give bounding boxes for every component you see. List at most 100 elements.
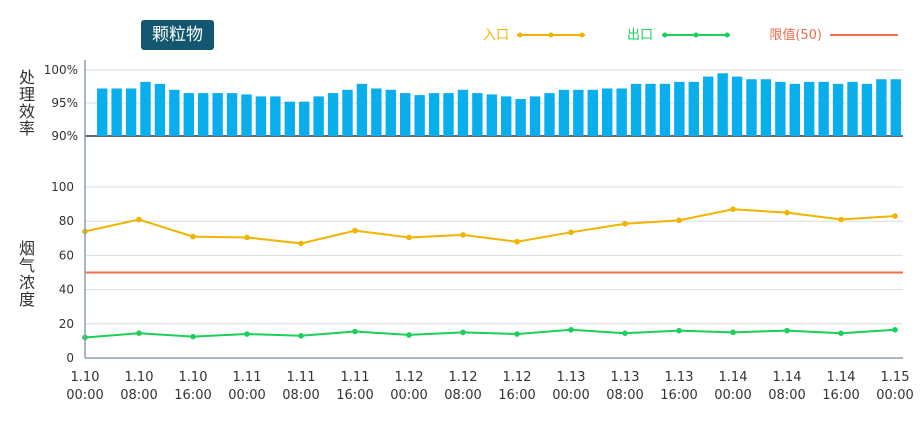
efficiency-bar [890,79,901,136]
outlet-series-point [568,326,574,333]
inlet-series-point [136,216,142,223]
inlet-series-point [892,213,898,219]
time-tick-label: 1.10 00:00 [66,370,103,403]
efficiency-bar [804,81,815,136]
efficiency-bar [183,93,194,136]
time-tick-label: 1.15 00:00 [876,370,913,403]
efficiency-bar [241,94,252,136]
efficiency-axis-title: 处理效率 [19,68,35,138]
legend-item-inlet-dot [579,32,585,38]
outlet-series-point [784,327,790,334]
inlet-series-point [514,238,520,245]
time-tick-label: 1.12 16:00 [498,370,535,403]
efficiency-bar [558,89,570,136]
inlet-series-point [298,240,304,247]
legend-item-inlet-dot [517,32,523,38]
inlet-series-point [622,220,628,227]
efficiency-axis-ticks: 90% 95% 100% [44,63,78,143]
efficiency-bar [472,93,483,136]
efficiency-bar [775,81,786,136]
efficiency-bar [818,81,829,136]
efficiency-bar [573,89,584,136]
outlet-series-point [298,332,304,339]
time-tick-label: 1.13 00:00 [552,370,589,403]
time-tick-label: 1.11 00:00 [228,370,265,403]
outlet-series-point [352,328,358,335]
efficiency-bar [501,96,512,136]
inlet-series-point [406,234,412,241]
efficiency-bar [760,79,772,136]
efficiency-bar [529,96,541,136]
efficiency-bar [428,93,440,136]
efficiency-bar [876,79,887,136]
efficiency-bar [400,93,411,136]
efficiency-bar [789,83,800,136]
concentration-tick-label: 0 [66,351,74,365]
efficiency-bar [169,89,180,136]
efficiency-bar [284,101,295,136]
efficiency-bar [299,101,310,136]
efficiency-tick-label: 90% [51,129,78,143]
efficiency-bar [140,81,151,136]
efficiency-bar [515,99,526,136]
inlet-series-point [460,232,466,238]
efficiency-bar [630,83,642,136]
efficiency-bar [198,93,209,136]
efficiency-bar [616,88,627,136]
inlet-series-line [84,208,896,245]
efficiency-bar [645,83,656,136]
time-tick-label: 1.13 16:00 [660,370,697,403]
efficiency-bar [255,96,267,136]
concentration-axis-ticks: 0 20 40 60 80 100 [51,180,74,365]
time-tick-label: 1.14 00:00 [714,370,751,403]
time-tick-label: 1.13 08:00 [606,370,643,403]
time-tick-label: 1.11 16:00 [336,370,373,403]
inlet-series-point [352,227,358,234]
inlet-series-point [244,234,250,241]
outlet-series-point [406,332,412,338]
efficiency-bar [731,76,743,136]
efficiency-bar [674,81,685,136]
legend-item-outlet-dot [662,32,668,38]
concentration-axis-title: 烟气浓度 [19,239,35,309]
legend-item-outlet-label: 出口 [627,28,653,43]
efficiency-bar [111,88,122,136]
efficiency-bar [703,76,714,136]
time-tick-label: 1.10 16:00 [174,370,211,403]
outlet-series-point [514,331,520,337]
outlet-series-point [136,330,142,337]
efficiency-bar [327,93,339,136]
inlet-series-point [190,233,196,240]
efficiency-bar [371,88,382,136]
efficiency-bar [544,93,555,136]
efficiency-tick-label: 100% [44,63,78,77]
time-tick-label: 1.11 08:00 [282,370,319,403]
outlet-series-point [190,333,196,340]
legend-item-outlet-dot [724,32,730,38]
outlet-series-point [892,326,898,333]
concentration-gridlines [85,186,903,325]
outlet-series-point [460,329,466,336]
inlet-series-point [784,209,790,216]
concentration-tick-label: 100 [51,180,74,194]
efficiency-bar [688,81,699,136]
legend-item-inlet-label: 入口 [483,28,509,43]
inlet-series-point [676,217,682,224]
legend-item-outlet-dot [693,32,699,38]
legend: 入口 出口 限值(50) [483,27,898,43]
efficiency-bar [270,96,281,136]
inlet-series-point [568,229,574,236]
legend-item-inlet-dot [548,32,554,38]
efficiency-bar [457,89,469,136]
efficiency-bar [861,83,873,136]
efficiency-bar [832,83,844,136]
efficiency-bar [212,93,223,136]
efficiency-bar [659,83,671,136]
efficiency-bar [385,89,396,136]
efficiency-bar [602,88,613,136]
efficiency-bar [443,93,454,136]
efficiency-bar [414,95,425,136]
efficiency-bar [226,93,238,136]
